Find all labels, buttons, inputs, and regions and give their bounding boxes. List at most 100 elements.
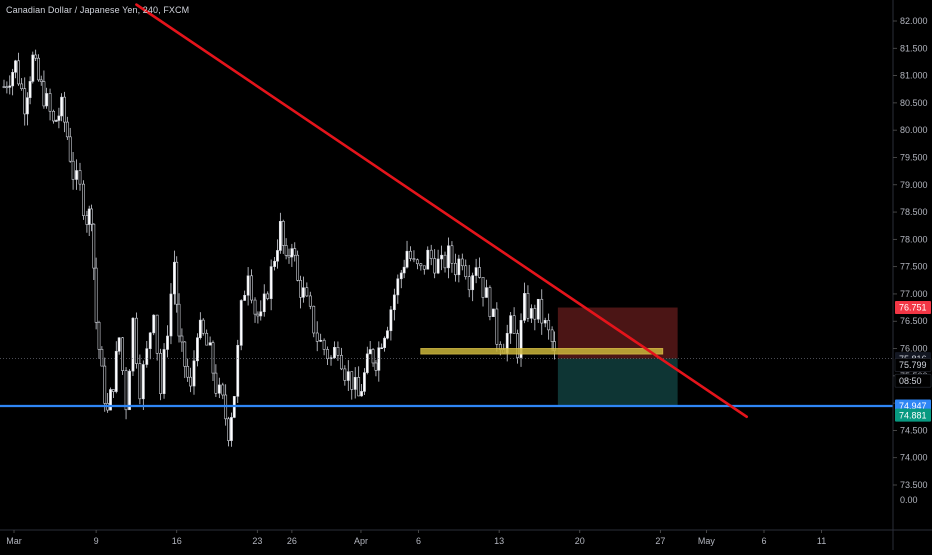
candle-body	[148, 332, 152, 349]
candle-body	[516, 333, 519, 358]
candle	[550, 326, 554, 352]
candle	[353, 367, 357, 399]
candle-body	[392, 294, 396, 311]
candle	[65, 116, 69, 141]
candle	[516, 329, 519, 364]
candle	[180, 328, 184, 352]
candle-body	[256, 313, 260, 317]
price-tag-label: 76.751	[899, 303, 927, 313]
candle	[236, 339, 240, 404]
candle-body	[266, 293, 270, 299]
candle	[536, 298, 540, 323]
candle-body	[326, 349, 329, 359]
price-tag-bg	[895, 301, 931, 315]
candle-body	[383, 337, 386, 348]
candle-body	[495, 308, 499, 345]
candle-body	[485, 287, 488, 298]
x-tick-label: 27	[655, 536, 665, 546]
candle	[415, 258, 419, 270]
candle	[433, 249, 437, 279]
candle	[186, 358, 190, 382]
candle-body	[440, 254, 443, 260]
candle-body	[360, 391, 363, 397]
price-tag-label: 08:50	[899, 376, 922, 386]
candle-body	[100, 348, 104, 367]
candle	[533, 304, 537, 331]
candle	[276, 239, 279, 269]
candle	[464, 259, 468, 280]
candle	[426, 246, 430, 270]
candle-body	[138, 363, 142, 400]
candle	[350, 371, 354, 400]
candle-body	[34, 54, 38, 59]
candle	[155, 314, 159, 361]
y-zero-label: 0.00	[900, 495, 918, 505]
candle-body	[322, 339, 326, 350]
resistance-zone	[420, 348, 664, 355]
candle-body	[145, 348, 149, 365]
candle-body	[124, 370, 128, 411]
candle	[90, 204, 93, 232]
candle	[357, 366, 361, 397]
take-profit-zone	[557, 358, 678, 407]
candle	[60, 93, 63, 122]
candle-body	[37, 57, 40, 81]
y-tick-label: 79.000	[900, 180, 928, 190]
y-tick-label: 77.000	[900, 289, 928, 299]
candle-body	[42, 81, 46, 107]
candle-body	[57, 115, 61, 121]
y-tick-label: 82.000	[900, 16, 928, 26]
candle	[399, 269, 403, 289]
y-tick-label: 76.000	[900, 344, 928, 354]
candle	[162, 343, 166, 399]
price-tag-bg	[894, 373, 932, 388]
candle	[305, 282, 309, 297]
candle	[75, 159, 78, 190]
price-tag: 08:50	[894, 373, 932, 388]
candle-body	[409, 250, 412, 259]
candle	[380, 343, 384, 349]
candle	[214, 364, 218, 397]
candle-body	[117, 337, 121, 352]
candle	[14, 59, 17, 79]
y-tick-label: 81.000	[900, 71, 928, 81]
candle-body	[205, 332, 209, 346]
candle-body	[173, 261, 176, 295]
candle-body	[481, 277, 485, 298]
candle	[383, 336, 386, 352]
candle-body	[450, 245, 454, 264]
candle-body	[141, 364, 145, 400]
candle-body	[336, 347, 340, 356]
y-tick-label: 78.500	[900, 207, 928, 217]
candle-body	[131, 317, 135, 372]
candle-body	[92, 223, 96, 269]
candle	[71, 152, 75, 190]
candle-body	[23, 88, 27, 115]
candle-body	[253, 299, 257, 315]
candle-body	[250, 275, 253, 301]
candle	[124, 367, 128, 420]
candle	[259, 300, 263, 321]
candle-body	[547, 319, 551, 331]
candle-body	[201, 319, 205, 334]
candle-body	[284, 245, 288, 256]
candle	[183, 341, 187, 379]
candle	[547, 313, 551, 340]
x-tick-label: 9	[94, 536, 99, 546]
candle-body	[419, 263, 423, 267]
candle	[269, 259, 273, 311]
candle	[474, 258, 478, 284]
candle-body	[346, 371, 350, 381]
candle	[346, 360, 350, 391]
candle-body	[509, 315, 513, 334]
candle-body	[65, 121, 69, 138]
candle-body	[8, 85, 12, 88]
candle-body	[488, 287, 492, 317]
candle	[250, 269, 253, 304]
candle-body	[111, 389, 115, 392]
price-tag-bg	[895, 408, 931, 422]
candle	[227, 416, 230, 447]
candle	[148, 331, 152, 360]
